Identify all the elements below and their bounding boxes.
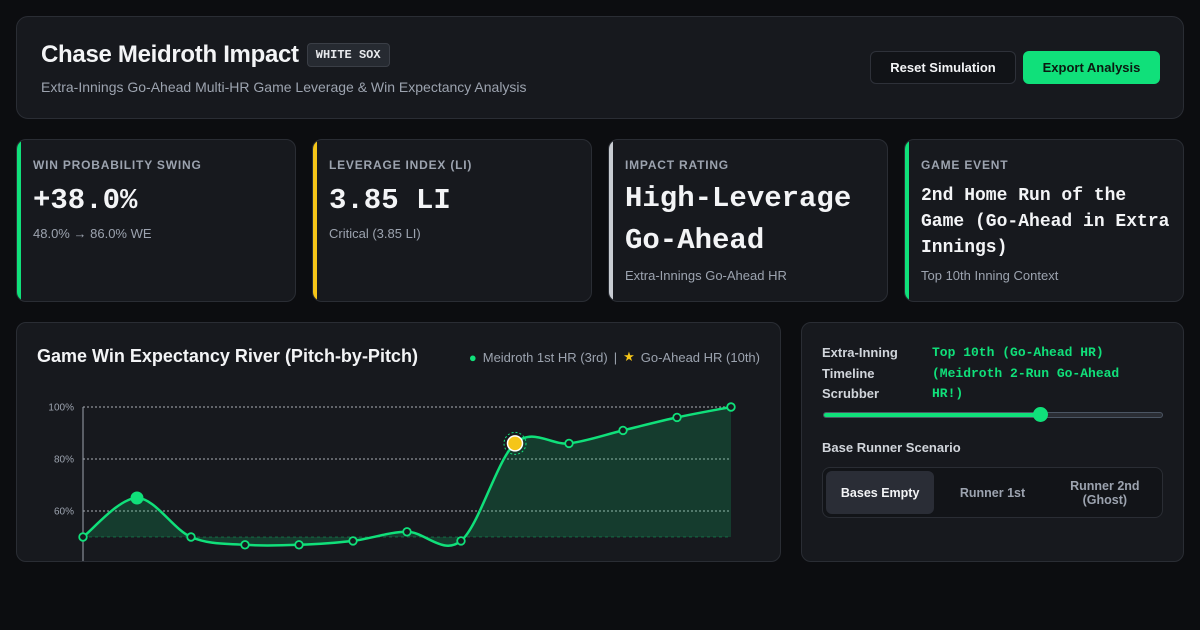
y-tick-label: 60% bbox=[54, 507, 74, 518]
card-accent bbox=[905, 140, 909, 301]
chart-title: Game Win Expectancy River (Pitch-by-Pitc… bbox=[37, 346, 418, 366]
card-subtext: Top 10th Inning Context bbox=[921, 268, 1059, 283]
impact-rating-card: IMPACT RATING High-Leverage Go-Ahead Ext… bbox=[608, 139, 888, 302]
hr2-halo bbox=[503, 431, 527, 455]
reset-simulation-button[interactable]: Reset Simulation bbox=[870, 51, 1016, 84]
card-label: IMPACT RATING bbox=[625, 158, 729, 172]
card-value: 2nd Home Run of the Game (Go-Ahead in Ex… bbox=[921, 186, 1170, 258]
card-label: GAME EVENT bbox=[921, 158, 1009, 172]
simulation-controls-panel: Extra-Inning Timeline Scrubber Top 10th … bbox=[801, 322, 1184, 562]
chart-legend: ● Meidroth 1st HR (3rd) | ★ Go-Ahead HR … bbox=[469, 349, 760, 365]
card-label: WIN PROBABILITY SWING bbox=[33, 158, 202, 172]
timeline-scrubber-value: Top 10th (Go-Ahead HR) (Meidroth 2-Run G… bbox=[932, 345, 1120, 401]
win-expectancy-chart: 100% 80% 60% bbox=[48, 402, 736, 561]
card-value: High-Leverage Go-Ahead bbox=[625, 178, 881, 262]
win-probability-card: WIN PROBABILITY SWING +38.0% 48.0% → 86.… bbox=[16, 139, 296, 302]
win-expectancy-chart-panel: Game Win Expectancy River (Pitch-by-Pitc… bbox=[16, 322, 781, 562]
impact-rating-line2: Go-Ahead bbox=[625, 224, 765, 257]
y-tick-label: 80% bbox=[54, 455, 74, 466]
game-event-card: GAME EVENT 2nd Home Run of the Game (Go-… bbox=[904, 139, 1184, 302]
area-fill bbox=[83, 407, 731, 546]
data-point bbox=[672, 412, 682, 423]
page-title: Chase Meidroth Impact bbox=[41, 41, 299, 68]
leverage-index-card: LEVERAGE INDEX (LI) 3.85 LI Critical (3.… bbox=[312, 139, 592, 302]
y-tick-label: 100% bbox=[48, 403, 74, 414]
impact-rating-line1: High-Leverage bbox=[625, 182, 852, 215]
card-accent bbox=[313, 140, 317, 301]
card-subtext: Critical (3.85 LI) bbox=[329, 226, 421, 241]
data-point bbox=[348, 536, 358, 546]
card-accent bbox=[17, 140, 21, 301]
we-from: 48.0% bbox=[33, 226, 70, 241]
legend-hr1: Meidroth 1st HR (3rd) bbox=[482, 349, 608, 365]
we-to: 86.0% WE bbox=[90, 226, 152, 241]
timeline-slider[interactable] bbox=[823, 412, 1163, 418]
timeline-scrubber-label: Extra-Inning Timeline Scrubber bbox=[822, 345, 898, 401]
card-value: 3.85 LI bbox=[329, 184, 451, 217]
data-point bbox=[402, 527, 412, 537]
hr1-marker bbox=[130, 491, 144, 505]
legend-dot-icon: ● bbox=[468, 349, 477, 365]
base-runner-segmented-control: Bases Empty Runner 1st Runner 2nd (Ghost… bbox=[822, 467, 1163, 518]
scenario-option-bases-empty[interactable]: Bases Empty bbox=[826, 471, 935, 514]
data-point bbox=[726, 402, 736, 412]
arrow-icon: → bbox=[73, 226, 87, 241]
slider-thumb[interactable] bbox=[1033, 407, 1049, 422]
data-point bbox=[78, 532, 88, 542]
scenario-label: Base Runner Scenario bbox=[822, 440, 961, 455]
card-value: +38.0% bbox=[33, 184, 138, 217]
data-point bbox=[186, 532, 196, 542]
export-analysis-button[interactable]: Export Analysis bbox=[1023, 51, 1160, 84]
card-subtext: 48.0% → 86.0% WE bbox=[33, 226, 152, 241]
team-badge: WHITE SOX bbox=[306, 43, 390, 67]
data-point bbox=[240, 540, 250, 550]
page-subtitle: Extra-Innings Go-Ahead Multi-HR Game Lev… bbox=[41, 79, 527, 95]
scenario-option-runner-2nd[interactable]: Runner 2nd (Ghost) bbox=[1070, 478, 1140, 507]
card-accent bbox=[609, 140, 613, 301]
title-row: Chase Meidroth Impact WHITE SOX bbox=[41, 41, 390, 69]
legend-hr2: Go-Ahead HR (10th) bbox=[640, 349, 760, 365]
data-point bbox=[456, 536, 466, 546]
data-point bbox=[294, 540, 304, 550]
slider-fill bbox=[824, 413, 1041, 417]
card-subtext: Extra-Innings Go-Ahead HR bbox=[625, 268, 787, 283]
header-panel: Chase Meidroth Impact WHITE SOX Extra-In… bbox=[16, 16, 1184, 119]
scenario-option-runner-1st[interactable]: Runner 1st bbox=[959, 485, 1026, 500]
legend-star-icon: ★ bbox=[623, 349, 635, 364]
data-point bbox=[564, 438, 574, 449]
card-label: LEVERAGE INDEX (LI) bbox=[329, 158, 473, 172]
data-point bbox=[618, 425, 628, 436]
hr2-marker bbox=[506, 435, 524, 452]
legend-separator: | bbox=[613, 349, 618, 365]
